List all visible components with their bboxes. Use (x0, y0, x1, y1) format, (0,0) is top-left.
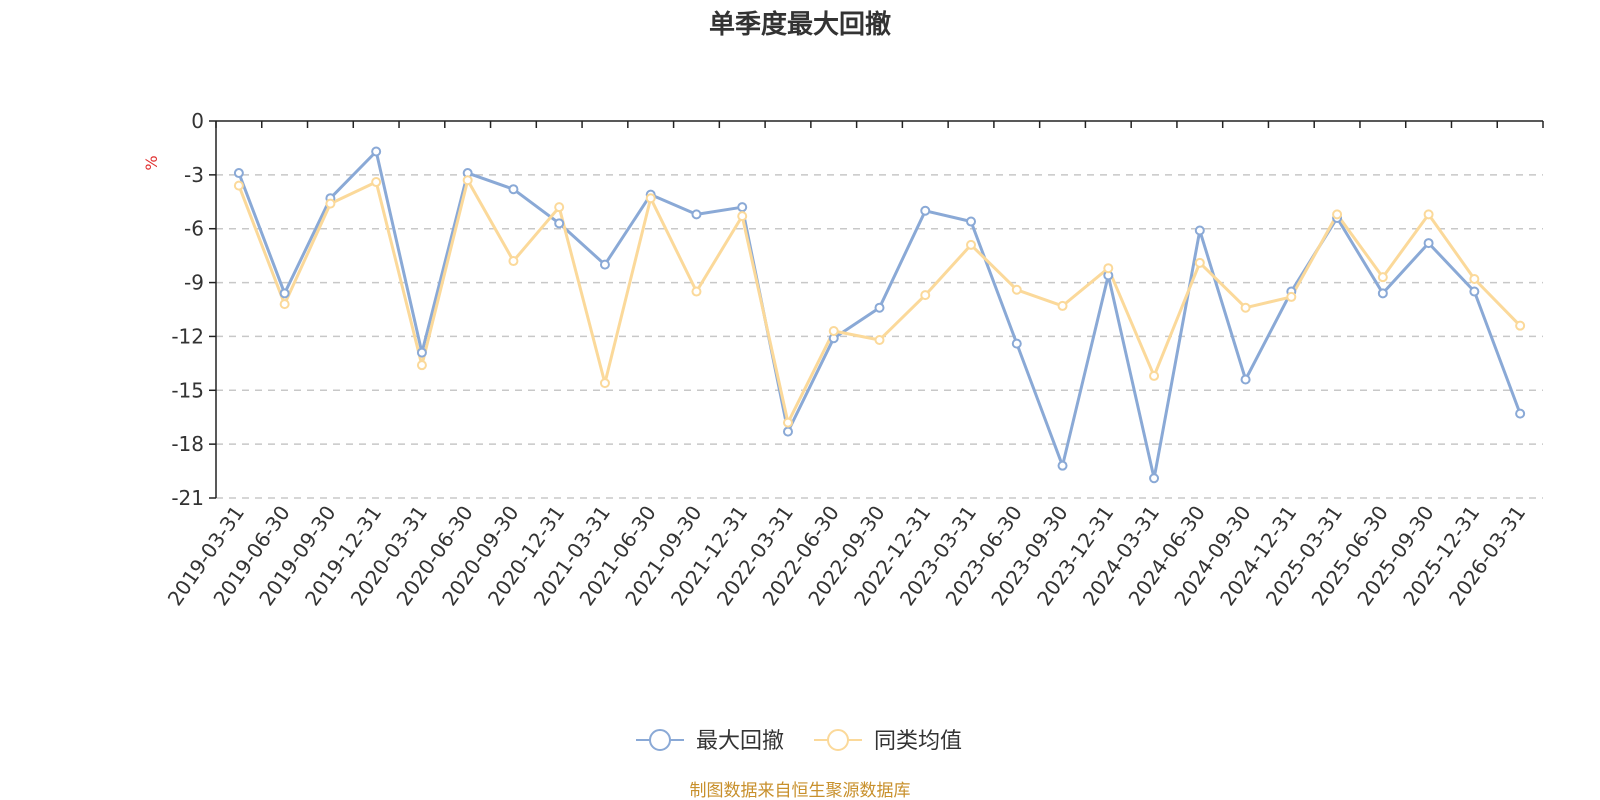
data-point-peer-average[interactable] (233, 180, 244, 191)
data-point-peer-average[interactable] (1286, 291, 1297, 302)
data-point-peer-average[interactable] (462, 175, 473, 186)
legend[interactable]: 最大回撤 同类均值 (636, 729, 962, 754)
data-point-max-drawdown[interactable] (233, 168, 244, 179)
y-tick-label: -21 (171, 486, 204, 510)
y-axis-ticks: 0 -3 -6 -9 -12 -15 -18 -21 (171, 109, 216, 510)
data-point-peer-average[interactable] (599, 378, 610, 389)
data-point-peer-average[interactable] (1149, 370, 1160, 381)
data-point-peer-average[interactable] (782, 417, 793, 428)
data-point-peer-average[interactable] (554, 202, 565, 213)
data-point-peer-average[interactable] (279, 299, 290, 310)
data-point-max-drawdown[interactable] (737, 202, 748, 213)
data-point-peer-average[interactable] (920, 290, 931, 301)
data-point-peer-average[interactable] (1377, 272, 1388, 283)
data-point-peer-average[interactable] (371, 177, 382, 188)
data-point-max-drawdown[interactable] (371, 146, 382, 157)
data-point-peer-average[interactable] (1423, 209, 1434, 220)
data-point-max-drawdown[interactable] (1011, 338, 1022, 349)
data-point-max-drawdown[interactable] (691, 209, 702, 220)
data-point-max-drawdown[interactable] (1240, 374, 1251, 385)
legend-label-max-drawdown: 最大回撤 (696, 729, 784, 754)
y-unit-label: % (142, 155, 161, 170)
data-point-peer-average[interactable] (508, 256, 519, 267)
data-point-peer-average[interactable] (1057, 300, 1068, 311)
legend-label-peer-average: 同类均值 (874, 729, 962, 754)
data-point-max-drawdown[interactable] (966, 216, 977, 227)
x-axis-ticks: 2019-03-312019-06-302019-09-302019-12-31… (163, 121, 1544, 610)
legend-swatch-marker (649, 729, 671, 751)
legend-swatch-marker (827, 729, 849, 751)
data-point-peer-average[interactable] (966, 239, 977, 250)
data-point-peer-average[interactable] (691, 286, 702, 297)
data-point-max-drawdown[interactable] (1515, 408, 1526, 419)
y-tick-label: -6 (184, 217, 204, 241)
chart-title: 单季度最大回撤 (709, 9, 891, 40)
legend-item-max-drawdown[interactable]: 最大回撤 (636, 729, 784, 754)
y-tick-label: -12 (171, 324, 204, 348)
data-point-max-drawdown[interactable] (1149, 473, 1160, 484)
data-point-max-drawdown[interactable] (279, 288, 290, 299)
axes (215, 120, 1543, 498)
series-layer (233, 146, 1526, 484)
data-point-peer-average[interactable] (737, 211, 748, 222)
data-point-peer-average[interactable] (1240, 302, 1251, 313)
data-point-max-drawdown[interactable] (1423, 238, 1434, 249)
data-point-peer-average[interactable] (1194, 257, 1205, 268)
data-point-peer-average[interactable] (1469, 273, 1480, 284)
source-note: 制图数据来自恒生聚源数据库 (690, 781, 911, 800)
data-point-peer-average[interactable] (416, 360, 427, 371)
series-line-max-drawdown (237, 150, 1522, 480)
data-point-max-drawdown[interactable] (874, 302, 885, 313)
y-tick-label: 0 (191, 109, 204, 133)
data-point-max-drawdown[interactable] (1194, 225, 1205, 236)
data-point-max-drawdown[interactable] (508, 184, 519, 195)
data-point-peer-average[interactable] (1103, 263, 1114, 274)
y-tick-label: -9 (184, 271, 204, 295)
data-point-peer-average[interactable] (1515, 320, 1526, 331)
data-point-peer-average[interactable] (828, 326, 839, 337)
data-point-peer-average[interactable] (1332, 209, 1343, 220)
data-point-peer-average[interactable] (1011, 284, 1022, 295)
data-point-max-drawdown[interactable] (1057, 460, 1068, 471)
data-point-max-drawdown[interactable] (554, 218, 565, 229)
data-point-max-drawdown[interactable] (599, 259, 610, 270)
data-point-max-drawdown[interactable] (1469, 286, 1480, 297)
y-tick-label: -3 (184, 163, 204, 187)
legend-item-peer-average[interactable]: 同类均值 (814, 729, 962, 754)
y-tick-label: -15 (171, 378, 204, 402)
data-point-max-drawdown[interactable] (416, 347, 427, 358)
data-point-max-drawdown[interactable] (920, 205, 931, 216)
data-point-peer-average[interactable] (325, 198, 336, 209)
data-point-max-drawdown[interactable] (782, 426, 793, 437)
grid-lines (216, 174, 1543, 499)
series-line-peer-average (237, 178, 1522, 425)
data-point-max-drawdown[interactable] (1377, 288, 1388, 299)
data-point-peer-average[interactable] (874, 335, 885, 346)
data-point-peer-average[interactable] (645, 193, 656, 204)
y-tick-label: -18 (171, 432, 204, 456)
